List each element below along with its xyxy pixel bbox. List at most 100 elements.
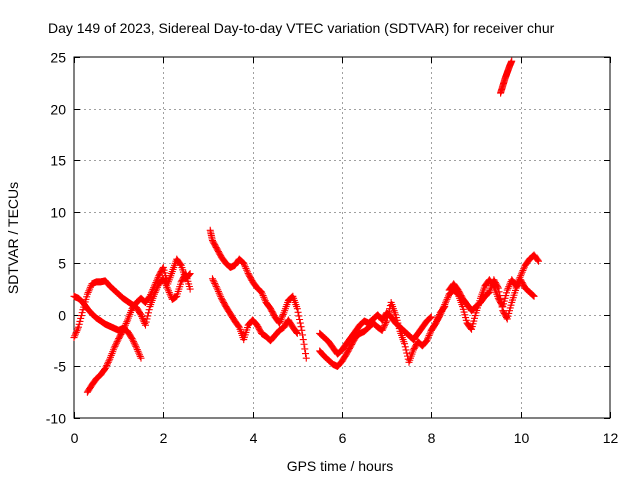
series-track-7	[316, 309, 435, 358]
data-point	[427, 314, 435, 322]
y-tick-label: 25	[50, 50, 66, 66]
data-point	[76, 317, 84, 325]
data-point	[297, 323, 305, 331]
data-point	[279, 311, 287, 319]
data-point	[302, 350, 310, 358]
data-point	[147, 289, 155, 297]
data-point	[118, 328, 126, 336]
data-point	[241, 263, 249, 271]
data-point	[439, 304, 447, 312]
data-point	[86, 285, 94, 293]
x-tick-label: 6	[339, 430, 347, 446]
data-point	[529, 291, 537, 299]
data-point	[440, 302, 448, 310]
data-point	[74, 325, 82, 333]
data-point	[438, 307, 446, 315]
data-point	[293, 328, 301, 336]
data-point	[185, 270, 193, 278]
data-point	[166, 290, 174, 298]
data-point	[381, 320, 389, 328]
x-tick-label: 2	[160, 430, 168, 446]
data-point	[71, 332, 79, 340]
data-point	[401, 343, 409, 351]
data-point	[425, 331, 433, 339]
data-point	[151, 280, 159, 288]
data-point	[424, 333, 432, 341]
data-point	[259, 292, 267, 300]
data-point	[77, 312, 85, 320]
data-point	[383, 317, 391, 325]
data-point	[235, 322, 243, 330]
data-point	[497, 299, 505, 307]
data-point	[379, 325, 387, 333]
series-track-9	[445, 276, 538, 323]
data-point	[426, 314, 434, 322]
data-points	[70, 57, 543, 396]
data-point	[243, 266, 251, 274]
data-point	[78, 309, 86, 317]
series-track-10	[497, 57, 516, 97]
data-point	[121, 321, 129, 329]
data-point	[278, 312, 286, 320]
data-point	[277, 316, 285, 324]
data-point	[436, 311, 444, 319]
data-point	[439, 306, 446, 314]
data-point	[444, 294, 452, 302]
data-point	[84, 289, 92, 297]
data-point	[261, 295, 269, 303]
data-point	[211, 281, 219, 289]
y-tick-label: -10	[46, 411, 66, 427]
data-point	[137, 311, 145, 319]
data-point	[299, 336, 307, 344]
data-point	[110, 344, 118, 352]
data-point	[494, 284, 502, 292]
data-point	[214, 286, 222, 294]
data-point	[209, 276, 217, 284]
x-tick-label: 0	[71, 430, 79, 446]
y-tick-label: 10	[50, 205, 66, 221]
grid	[74, 57, 610, 418]
data-point	[147, 291, 155, 299]
data-point	[150, 282, 158, 290]
data-point	[132, 342, 140, 350]
data-point	[165, 287, 173, 295]
data-point	[141, 321, 149, 329]
data-point	[426, 330, 434, 338]
x-tick-label: 8	[428, 430, 436, 446]
x-tick-label: 10	[514, 430, 530, 446]
data-point	[535, 257, 543, 265]
data-point	[213, 284, 221, 292]
data-point	[258, 290, 266, 298]
data-point	[530, 292, 538, 300]
data-point	[73, 327, 81, 335]
data-point	[260, 293, 268, 301]
data-point	[146, 292, 154, 300]
data-point	[402, 346, 410, 354]
data-point	[112, 339, 120, 347]
series-track-6	[316, 298, 449, 370]
data-point	[508, 57, 516, 65]
data-point	[153, 275, 161, 283]
data-point	[497, 295, 505, 303]
axis-ticks: 0 2 4 6 8 10 12 -10 -5 0 5 10 15 20 25	[46, 50, 619, 447]
data-point	[72, 328, 80, 336]
data-point	[136, 351, 144, 359]
data-point	[211, 279, 219, 287]
data-point	[214, 287, 222, 295]
data-point	[138, 314, 146, 322]
data-point	[141, 319, 149, 327]
data-point	[378, 326, 386, 334]
data-point	[111, 342, 119, 350]
data-point	[144, 309, 152, 317]
data-point	[427, 328, 435, 336]
data-point	[136, 310, 144, 318]
data-point	[436, 312, 444, 320]
data-point	[505, 283, 513, 291]
x-tick-label: 12	[603, 430, 619, 446]
data-point	[131, 341, 139, 349]
data-point	[150, 284, 158, 292]
data-point	[212, 282, 220, 290]
y-tick-label: 5	[58, 256, 66, 272]
data-point	[503, 286, 511, 294]
data-point	[142, 318, 150, 326]
